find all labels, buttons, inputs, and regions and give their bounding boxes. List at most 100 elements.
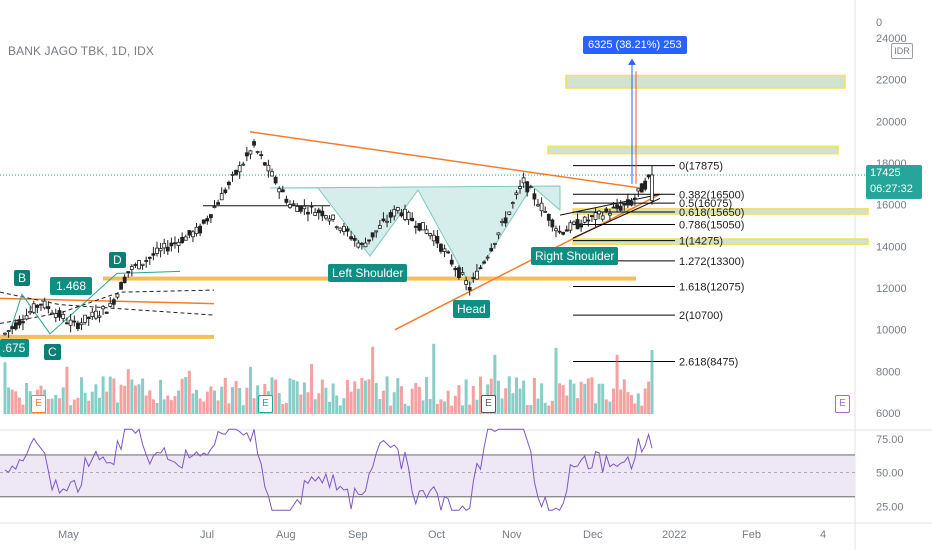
candle-body	[359, 243, 364, 245]
volume-bar	[213, 390, 217, 414]
dashed-pattern-line	[0, 289, 215, 324]
candle-body	[90, 311, 95, 317]
candle-body	[3, 332, 7, 335]
volume-bar	[604, 399, 608, 414]
volume-bar	[166, 395, 170, 414]
descending-trend-line	[249, 131, 641, 189]
candle-body	[510, 202, 515, 205]
target-zone	[565, 74, 846, 89]
candle-body	[460, 272, 465, 275]
volume-bar	[403, 403, 407, 414]
volume-bar	[65, 366, 69, 414]
candle-body	[187, 230, 192, 236]
volume-bar	[432, 343, 436, 414]
candle-body	[334, 226, 339, 229]
currency-badge[interactable]: IDR	[891, 43, 913, 59]
fib-level-label: 0.786(15050)	[679, 219, 744, 231]
volume-bar	[622, 379, 626, 414]
volume-bar	[608, 401, 612, 414]
volume-bar	[378, 399, 382, 414]
earnings-event-badge[interactable]: E	[258, 395, 273, 413]
candle-body	[507, 211, 512, 215]
volume-bar	[238, 387, 242, 414]
volume-bars	[3, 343, 654, 414]
candle-body	[446, 251, 451, 254]
volume-bar	[464, 379, 468, 414]
candle-body	[97, 315, 102, 318]
candle-body	[374, 230, 379, 233]
volume-bar	[500, 398, 504, 414]
volume-bar	[284, 402, 288, 414]
volume-bar	[173, 396, 177, 414]
candle-body	[104, 311, 109, 314]
volume-bar	[565, 395, 569, 414]
volume-bar	[144, 395, 148, 414]
candle-body	[295, 206, 300, 212]
candle-body	[151, 253, 156, 256]
volume-bar	[324, 387, 328, 414]
candle-body	[205, 218, 210, 222]
x-tick-label: 2022	[662, 529, 686, 541]
candle-body	[76, 322, 80, 329]
candle-body	[68, 319, 73, 326]
candle-body	[525, 181, 530, 193]
candle-body	[636, 188, 641, 192]
volume-bar	[371, 346, 375, 414]
volume-bar	[493, 354, 497, 414]
head-label: Head	[453, 300, 490, 318]
earnings-event-badge[interactable]: E	[31, 395, 46, 413]
x-tick-label: Aug	[276, 529, 296, 541]
candle-body	[316, 209, 321, 214]
candle-body	[421, 222, 425, 231]
candle-body	[643, 180, 648, 190]
volume-bar	[28, 391, 32, 414]
candle-body	[270, 171, 274, 177]
candle-body	[590, 215, 594, 218]
volume-bar	[374, 382, 378, 414]
volume-bar	[568, 379, 572, 414]
volume-bar	[126, 369, 130, 414]
candle-body	[266, 164, 271, 172]
candle-body	[632, 197, 637, 200]
candle-body	[467, 286, 472, 291]
candle-body	[575, 219, 580, 230]
earnings-event-badge[interactable]: E	[481, 395, 496, 413]
candle-body	[108, 302, 113, 307]
volume-bar	[50, 398, 54, 414]
candle-body	[464, 280, 469, 285]
rsi-tick-label: 25.00	[876, 501, 904, 513]
volume-bar	[468, 404, 472, 414]
candle-body	[496, 232, 501, 236]
candle-body	[564, 229, 569, 232]
candle-body	[331, 214, 336, 220]
volume-bar	[252, 398, 256, 414]
candle-body	[155, 247, 159, 254]
volume-bar	[209, 386, 213, 414]
volume-bar	[611, 388, 615, 414]
volume-bar	[410, 388, 414, 414]
chart-title: BANK JAGO TBK, 1D, IDX	[8, 44, 155, 58]
candle-body	[46, 306, 51, 310]
volume-bar	[385, 376, 389, 414]
volume-bar	[601, 383, 605, 414]
point-c-label: C	[44, 344, 61, 360]
volume-bar	[389, 405, 393, 414]
earnings-event-badge[interactable]: E	[835, 395, 850, 413]
volume-bar	[241, 405, 245, 414]
candle-body	[252, 141, 256, 146]
candle-body	[13, 322, 18, 330]
rsi-tick-label: 75.00	[876, 434, 904, 446]
volume-bar	[130, 379, 134, 414]
candle-body	[482, 261, 486, 264]
candle-body	[53, 313, 58, 318]
volume-bar	[248, 366, 252, 414]
volume-bar	[507, 376, 511, 414]
volume-bar	[288, 378, 292, 414]
candle-body	[21, 321, 25, 324]
fib-level-label: 2.618(8475)	[679, 356, 738, 368]
candle-body	[503, 217, 508, 224]
volume-bar	[558, 383, 562, 414]
candle-body	[201, 219, 206, 224]
volume-bar	[525, 405, 529, 414]
volume-bar	[522, 380, 526, 414]
